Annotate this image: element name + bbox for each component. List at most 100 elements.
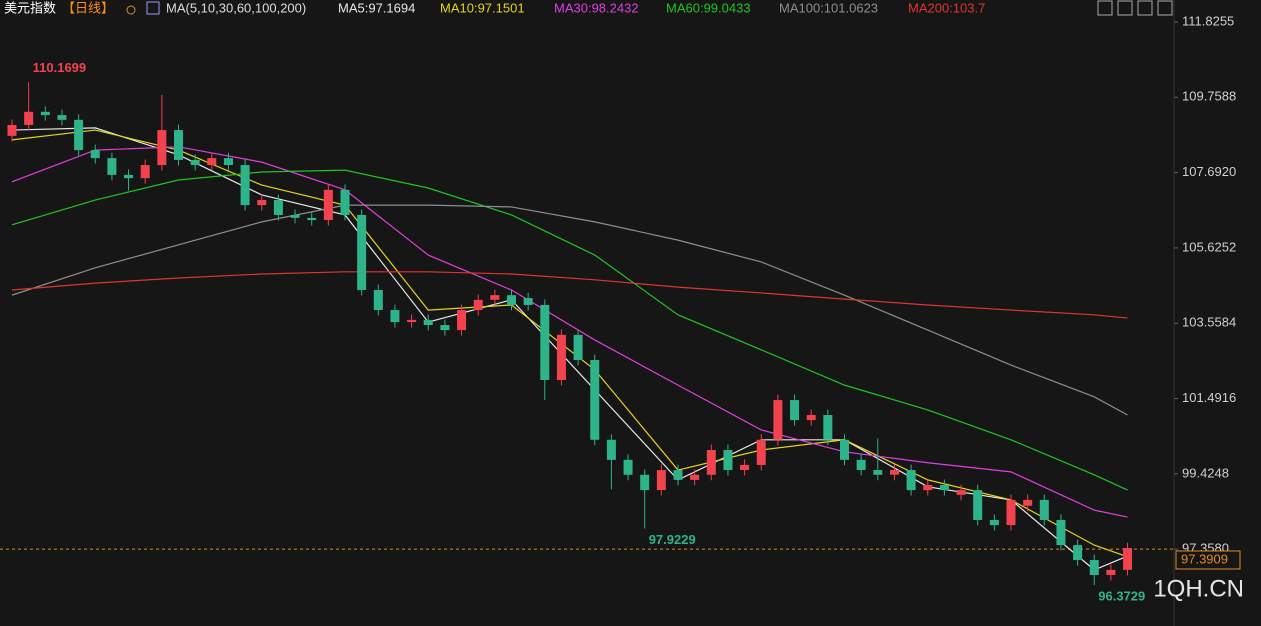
candle-body <box>323 189 333 221</box>
candle-body <box>973 490 983 520</box>
candle-body <box>556 334 566 381</box>
candle-body <box>74 119 84 151</box>
extreme-label: 96.3729 <box>1098 589 1145 604</box>
ma-line <box>11 204 1128 416</box>
candle-body <box>906 470 916 491</box>
tool-button[interactable] <box>1117 0 1133 16</box>
last-price-box <box>1175 550 1241 570</box>
candle-body <box>790 400 800 421</box>
candle-body <box>840 439 849 460</box>
candle-body <box>1106 569 1116 575</box>
candle-body <box>1073 545 1083 561</box>
ma-params: MA(5,10,30,60,100,200) <box>166 0 306 15</box>
candle-body <box>240 165 250 206</box>
candle-body <box>1089 560 1099 575</box>
tool-button[interactable] <box>1137 0 1153 16</box>
candle-body <box>989 519 999 526</box>
candle-body <box>756 439 766 465</box>
candle-body <box>490 295 500 300</box>
candle-body <box>107 158 117 175</box>
candle-body <box>257 200 267 206</box>
candle-body <box>473 299 483 311</box>
candle-body <box>773 400 783 440</box>
ma-line <box>11 146 1128 518</box>
candle-body <box>223 158 233 166</box>
legend-entry: MA10:97.1501 <box>440 0 525 15</box>
candle-body <box>1006 499 1016 526</box>
y-tick-label: 101.4916 <box>1182 390 1236 405</box>
tool-button[interactable] <box>1097 0 1113 16</box>
candle-body <box>357 214 367 291</box>
y-tick-label: 111.8255 <box>1182 13 1234 28</box>
candle-body <box>340 189 350 215</box>
candle-body <box>889 470 899 475</box>
candle-body <box>640 474 650 491</box>
candle-body <box>939 484 949 491</box>
candle-body <box>307 217 317 221</box>
candle-body <box>690 474 700 480</box>
extreme-label: 97.9229 <box>649 532 696 547</box>
candle-body <box>40 111 50 116</box>
candle-body <box>590 359 600 440</box>
tool-button[interactable] <box>1157 0 1173 16</box>
extreme-label: 110.1699 <box>33 60 87 75</box>
candle-body <box>656 470 666 491</box>
candle-body <box>723 449 733 471</box>
candle-body <box>540 304 550 381</box>
candle-body <box>873 470 883 475</box>
period[interactable]: 【日线】 <box>62 0 114 15</box>
candle-body <box>423 319 433 326</box>
settings-icon[interactable] <box>126 5 136 15</box>
candle-body <box>806 415 816 421</box>
candle-body <box>956 490 966 495</box>
candle-body <box>740 464 750 471</box>
candle-body <box>7 124 17 136</box>
candle-body <box>1056 519 1066 546</box>
candle-body <box>706 449 716 475</box>
candle-body <box>457 310 467 331</box>
candle-body <box>507 295 516 305</box>
candle-body <box>1039 499 1049 520</box>
legend-entry: MA200:103.7 <box>908 0 985 15</box>
candle-body <box>124 174 134 179</box>
candle-body <box>57 115 67 120</box>
candle-body <box>273 200 283 215</box>
ma-line <box>11 169 1128 491</box>
candle-body <box>373 290 383 311</box>
toolbar <box>1097 0 1173 16</box>
candle-body <box>174 130 183 160</box>
candle-body <box>573 334 583 360</box>
candle-body <box>90 150 100 159</box>
candle-body <box>407 319 417 323</box>
candle-body <box>157 130 167 166</box>
y-tick-label: 99.4248 <box>1182 465 1229 480</box>
legend-entry: MA30:98.2432 <box>554 0 639 15</box>
y-tick-label: 109.7588 <box>1182 89 1236 104</box>
candle-body <box>673 470 683 480</box>
y-tick-label: 107.6920 <box>1182 164 1236 179</box>
watermark: 1QH.CN <box>1153 575 1244 602</box>
y-tick-label: 103.5584 <box>1182 315 1236 330</box>
legend-entry: MA100:101.0623 <box>779 0 878 15</box>
candle-body <box>24 111 34 125</box>
indicator-icon[interactable] <box>146 1 160 15</box>
legend-entry: MA60:99.0433 <box>666 0 751 15</box>
candle-body <box>1123 548 1133 570</box>
candle-body <box>1023 499 1033 506</box>
candle-body <box>856 459 866 471</box>
last-price-label: 97.3909 <box>1181 551 1228 566</box>
ma-line <box>11 271 1128 319</box>
candle-body <box>606 439 616 460</box>
candle-body <box>623 459 633 475</box>
candle-body <box>440 325 450 331</box>
candle-body <box>290 214 300 218</box>
candle-body <box>523 298 533 305</box>
candle-body <box>207 158 217 166</box>
candle-body <box>190 159 200 166</box>
candle-body <box>823 415 833 440</box>
chart-title: 美元指数 <box>4 0 56 15</box>
y-tick-label: 105.6252 <box>1182 239 1236 254</box>
candle-body <box>923 484 933 491</box>
candle-body <box>390 310 400 323</box>
